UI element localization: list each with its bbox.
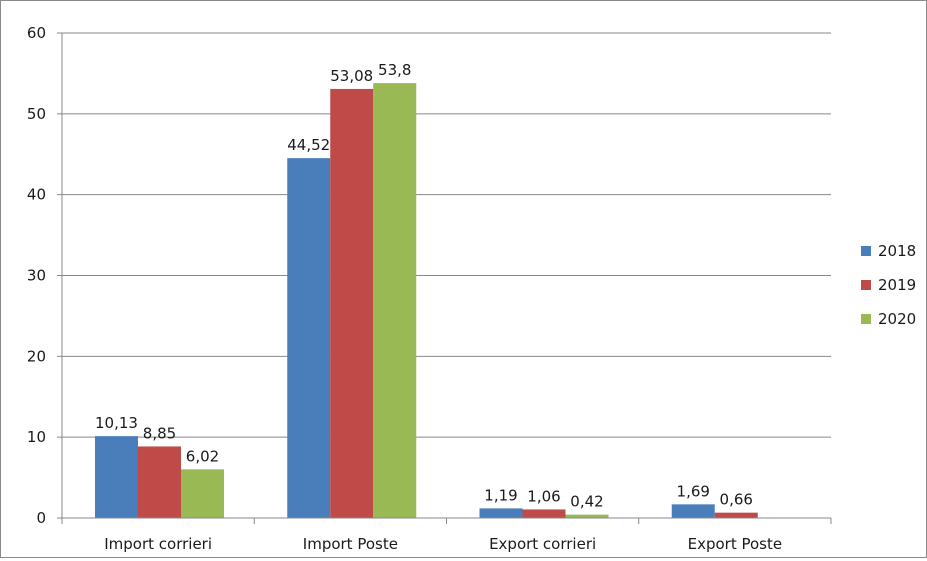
legend: 2018 2019 2020: [861, 242, 916, 328]
gridlines: [62, 32, 831, 438]
legend-label: 2018: [878, 242, 916, 260]
bar-2018: [95, 436, 138, 518]
x-tick-label: Export Poste: [688, 535, 782, 553]
bar-2019: [330, 88, 374, 518]
y-tick-label: 30: [27, 267, 46, 285]
y-tick-label: 40: [27, 186, 46, 204]
data-labels: 10,13 8,85 6,02 44,52 53,08 53,8 1,19 1,06 0,42 1…: [95, 61, 753, 510]
data-label: 6,02: [186, 447, 219, 465]
y-axis-tick-labels: 0 10 20 30 40 50 60: [27, 24, 46, 527]
legend-swatch: [861, 314, 871, 324]
bar-2019: [138, 446, 181, 518]
bars: [95, 83, 758, 518]
bar-2018: [479, 508, 523, 518]
axes: [57, 32, 832, 524]
bar-2020: [565, 514, 609, 518]
x-tick-label: Import Poste: [303, 535, 398, 553]
data-label: 8,85: [143, 424, 176, 442]
bar-2018: [671, 504, 715, 518]
data-label: 44,52: [287, 136, 330, 154]
y-tick-label: 10: [27, 428, 46, 446]
data-label: 1,06: [527, 487, 560, 505]
x-axis-tick-labels: Import corrieri Import Poste Export corrie…: [104, 535, 782, 553]
data-label: 53,8: [378, 61, 411, 79]
y-tick-label: 20: [27, 347, 46, 365]
legend-swatch: [861, 246, 871, 256]
bar-2020: [373, 83, 417, 518]
data-label: 0,66: [720, 491, 753, 509]
bar-2019: [714, 512, 758, 518]
x-tick-label: Export corrieri: [489, 535, 596, 553]
y-tick-label: 0: [36, 509, 46, 527]
y-tick-label: 60: [27, 24, 46, 42]
data-label: 1,19: [484, 486, 517, 504]
legend-label: 2020: [878, 310, 916, 328]
data-label: 53,08: [330, 67, 373, 85]
data-label: 10,13: [95, 414, 138, 432]
data-label: 0,42: [570, 493, 603, 511]
legend-swatch: [861, 280, 871, 290]
bar-2019: [522, 509, 566, 518]
bar-2020: [181, 469, 224, 518]
x-tick-label: Import corrieri: [104, 535, 212, 553]
legend-label: 2019: [878, 276, 916, 294]
y-tick-label: 50: [27, 105, 46, 123]
bar-2018: [287, 158, 331, 518]
data-label: 1,69: [677, 482, 710, 500]
